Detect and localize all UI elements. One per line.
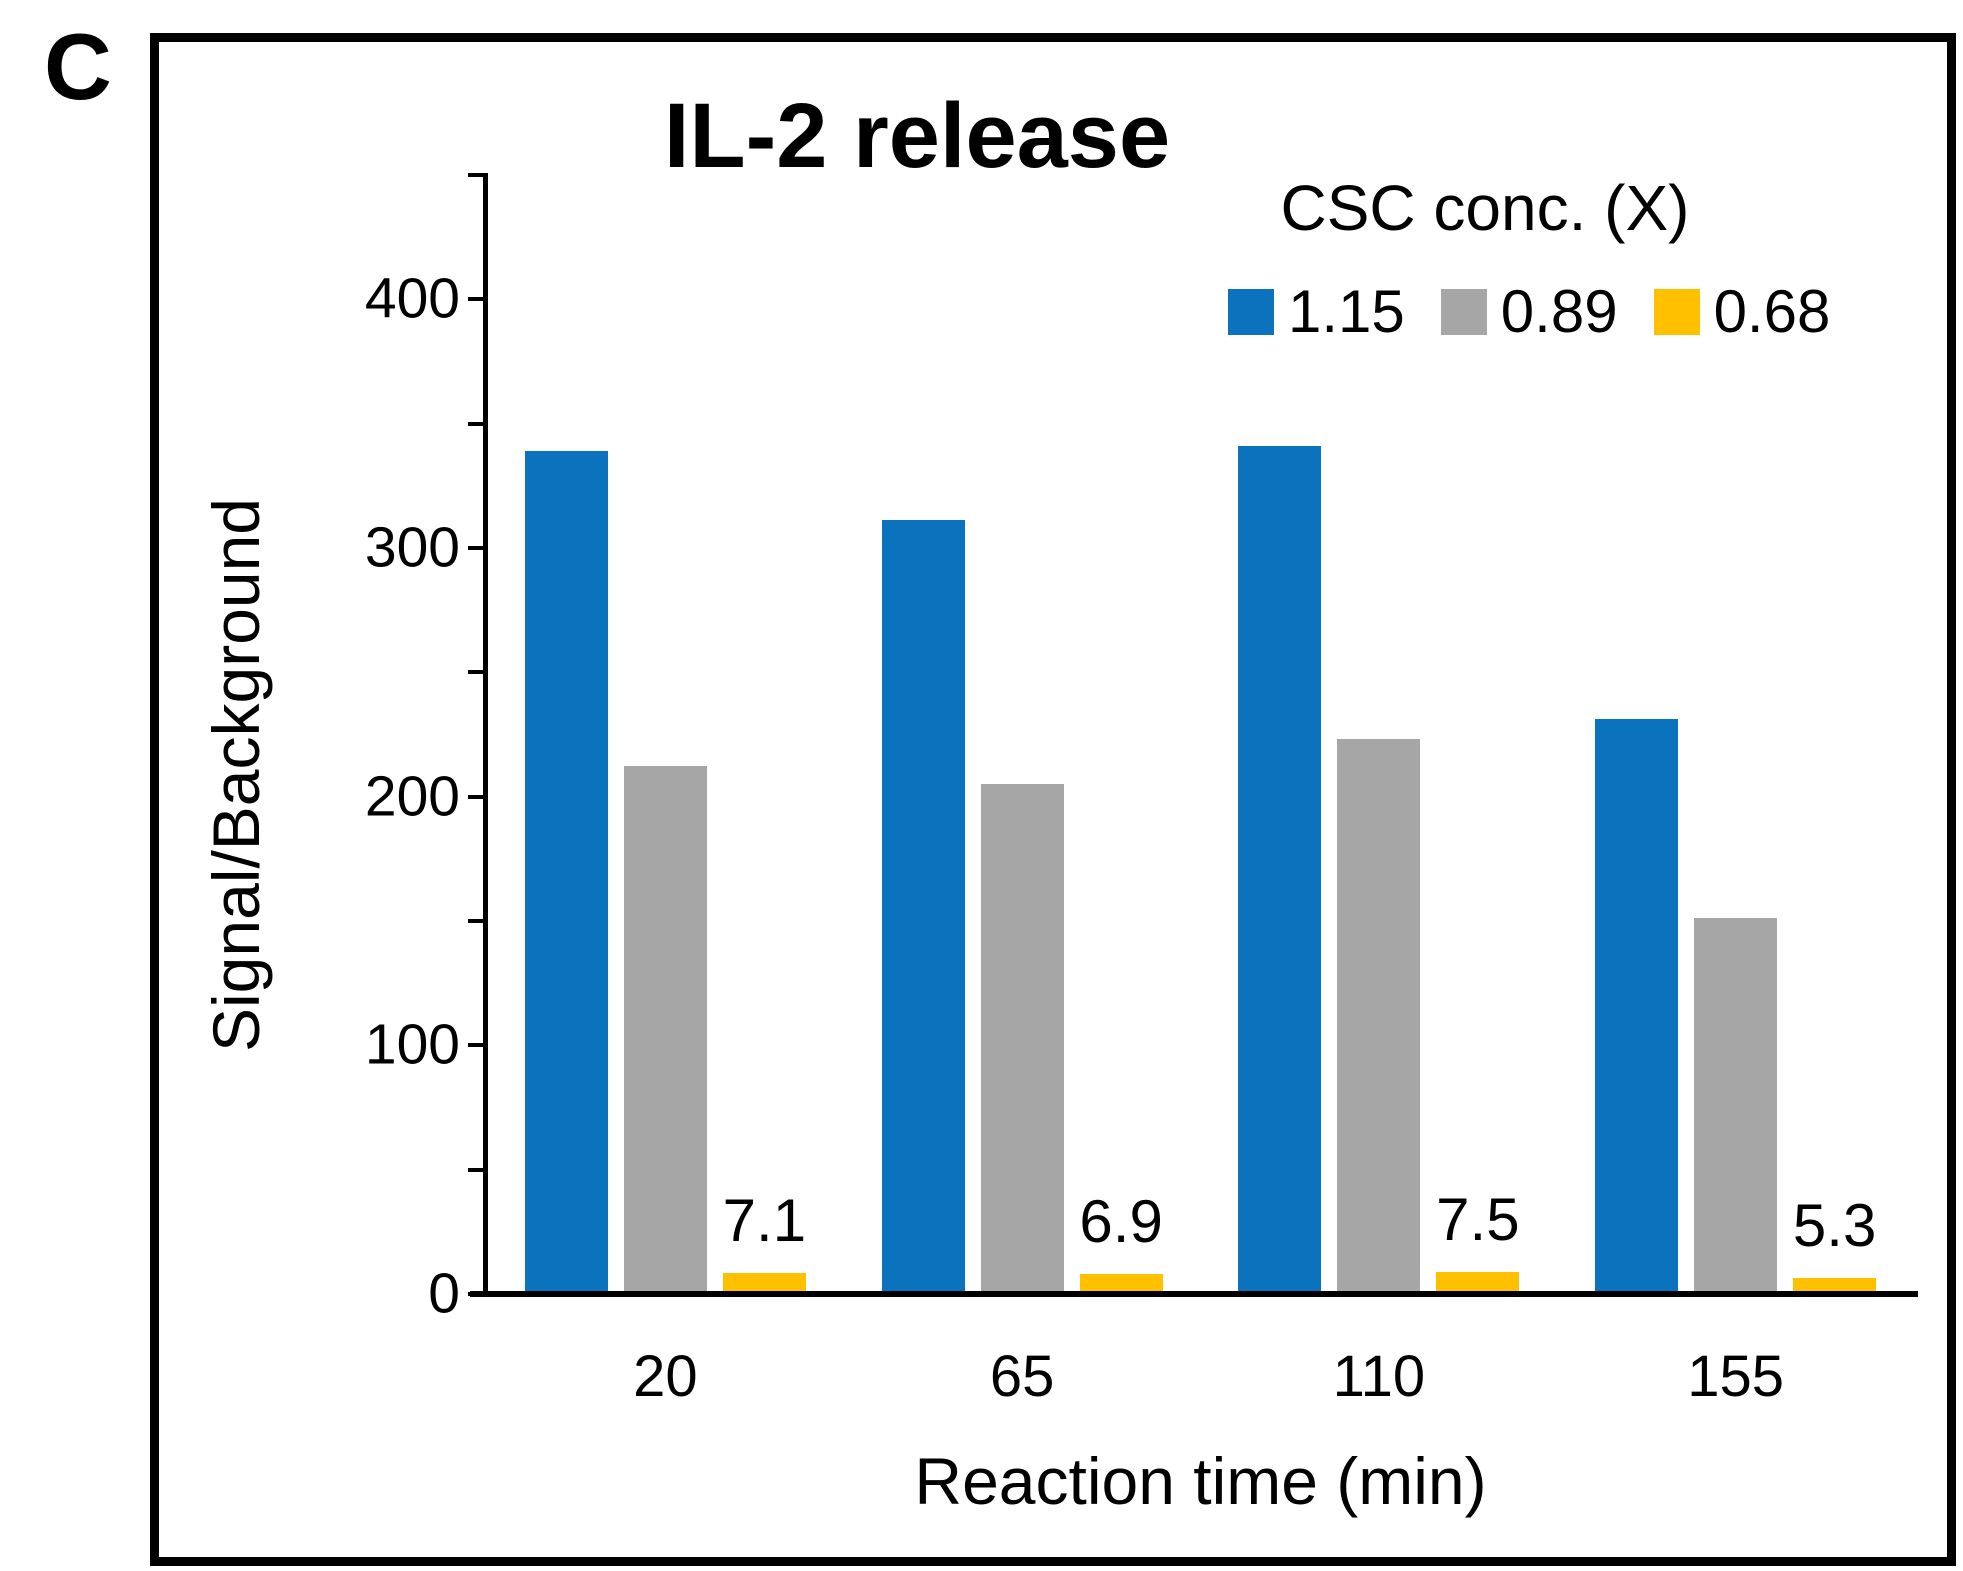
bar-group-20: 7.1 bbox=[487, 175, 844, 1291]
chart-title: IL-2 release bbox=[663, 85, 1171, 187]
bar-group-155: 5.3 bbox=[1557, 175, 1914, 1291]
bar-series-1.15-x-20 bbox=[524, 450, 608, 1291]
bar-series-0.68-x-65: 6.9 bbox=[1079, 1191, 1163, 1291]
legend-label: 0.68 bbox=[1713, 278, 1831, 345]
y-axis-tick bbox=[468, 1043, 487, 1048]
bar-series-0.89-x-110 bbox=[1337, 738, 1421, 1291]
bar-series-0.68-x-20: 7.1 bbox=[723, 1191, 806, 1291]
y-axis-tick bbox=[468, 173, 487, 177]
y-axis-tick bbox=[468, 794, 487, 799]
bar-series-0.68-x-155: 5.3 bbox=[1793, 1195, 1876, 1291]
y-axis-tick-label: 200 bbox=[364, 764, 460, 829]
bar-series-0.89-x-65 bbox=[980, 783, 1064, 1291]
x-axis-tick-labels: 20 65 110 155 bbox=[487, 1348, 1914, 1406]
y-axis-tick-label: 400 bbox=[364, 266, 460, 331]
y-axis-tick bbox=[468, 421, 487, 426]
legend-title: CSC conc. (X) bbox=[1280, 172, 1690, 244]
bar-group-110: 7.5 bbox=[1201, 175, 1558, 1291]
legend-label: 1.15 bbox=[1288, 278, 1405, 345]
bar-group-65: 6.9 bbox=[844, 175, 1201, 1291]
bar-value-label: 5.3 bbox=[1792, 1191, 1877, 1259]
y-axis-tick bbox=[468, 297, 487, 302]
x-axis-tick-label: 65 bbox=[989, 1344, 1055, 1409]
x-axis-tick-label: 155 bbox=[1687, 1344, 1785, 1409]
legend-item-0.89: 0.89 bbox=[1440, 278, 1618, 345]
y-axis-tick bbox=[468, 919, 487, 923]
legend-swatch-icon bbox=[1440, 289, 1487, 335]
x-axis-line bbox=[470, 1291, 1918, 1297]
y-axis-tick bbox=[468, 1292, 487, 1296]
bar-value-label: 7.1 bbox=[722, 1187, 807, 1255]
y-axis-tick-label: 0 bbox=[428, 1261, 460, 1326]
y-axis-tick bbox=[468, 1167, 487, 1172]
bar-series-1.15-x-155 bbox=[1595, 719, 1679, 1291]
bar-value-label: 6.9 bbox=[1079, 1187, 1163, 1255]
legend-label: 0.89 bbox=[1500, 278, 1618, 345]
bar-series-1.15-x-110 bbox=[1238, 445, 1322, 1291]
bar-series-0.89-x-20 bbox=[623, 766, 707, 1291]
panel-label: C bbox=[44, 14, 112, 119]
legend: 1.15 0.89 0.68 bbox=[1228, 282, 1830, 342]
y-axis-tick bbox=[468, 546, 487, 550]
x-axis-title: Reaction time (min) bbox=[914, 1444, 1487, 1518]
bar-value-label: 7.5 bbox=[1436, 1186, 1520, 1254]
y-axis-tick bbox=[468, 670, 487, 675]
x-axis-tick-label: 20 bbox=[633, 1344, 698, 1409]
plot-area: 7.1 6.9 7.5 5.3 bbox=[487, 175, 1914, 1291]
y-axis-line bbox=[483, 173, 488, 1295]
legend-item-1.15: 1.15 bbox=[1228, 282, 1405, 342]
bar-series-1.15-x-65 bbox=[881, 520, 965, 1291]
legend-swatch-icon bbox=[1228, 289, 1274, 335]
y-axis-tick-label: 100 bbox=[364, 1012, 460, 1077]
x-axis-tick-label: 110 bbox=[1332, 1344, 1426, 1409]
legend-swatch-icon bbox=[1653, 289, 1700, 335]
y-axis-title: Signal/Background bbox=[199, 497, 273, 1053]
legend-item-0.68: 0.68 bbox=[1653, 278, 1831, 345]
bar-series-0.68-x-110: 7.5 bbox=[1436, 1190, 1520, 1291]
y-axis-tick-label: 300 bbox=[364, 515, 460, 580]
bar-series-0.89-x-155 bbox=[1694, 918, 1778, 1291]
